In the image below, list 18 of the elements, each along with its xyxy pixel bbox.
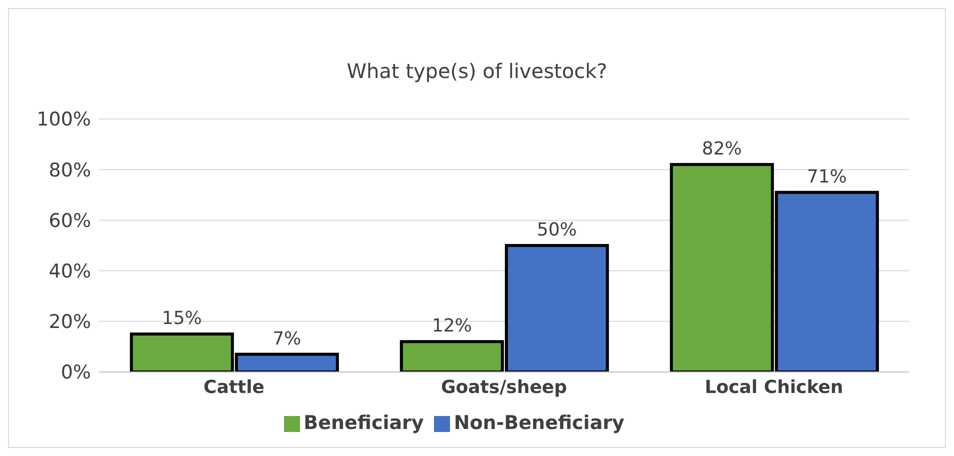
legend-label: Non-Beneficiary: [454, 412, 624, 434]
data-label: 15%: [162, 308, 202, 330]
legend-label: Beneficiary: [304, 412, 424, 434]
data-label: 7%: [272, 328, 302, 350]
y-tick-label: 0%: [60, 362, 91, 384]
y-tick-label: 40%: [48, 260, 91, 283]
x-tick-label: Local Chicken: [704, 376, 844, 398]
data-label: 12%: [432, 316, 472, 337]
x-tick-label: Goats/sheep: [440, 376, 568, 398]
y-tick-label: 60%: [48, 210, 91, 232]
data-label: 50%: [536, 220, 577, 240]
x-tick-label: Cattle: [204, 376, 264, 398]
data-label: 82%: [702, 138, 742, 160]
data-label: 71%: [806, 166, 847, 188]
y-tick-label: 80%: [48, 159, 91, 182]
chart-title: What type(s) of livestock?: [346, 58, 608, 85]
y-tick-label: 20%: [48, 311, 91, 334]
y-tick-label: 100%: [36, 108, 91, 131]
